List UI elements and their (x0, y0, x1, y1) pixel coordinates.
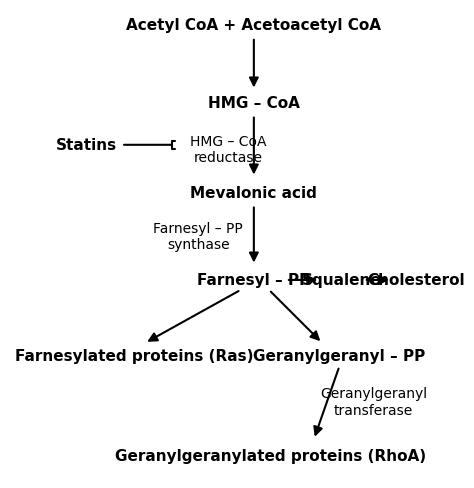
Text: Geranylgeranyl
transferase: Geranylgeranyl transferase (320, 386, 427, 417)
Text: Farnesyl – PP: Farnesyl – PP (197, 273, 310, 288)
Text: Statins: Statins (56, 138, 118, 153)
Text: Acetyl CoA + Acetoacetyl CoA: Acetyl CoA + Acetoacetyl CoA (127, 18, 382, 33)
Text: Geranylgeranyl – PP: Geranylgeranyl – PP (253, 348, 426, 363)
Text: HMG – CoA
reductase: HMG – CoA reductase (190, 134, 266, 164)
Text: Squalene: Squalene (302, 273, 382, 288)
Text: Cholesterol: Cholesterol (368, 273, 465, 288)
Text: Mevalonic acid: Mevalonic acid (191, 185, 317, 201)
Text: HMG – CoA: HMG – CoA (208, 96, 300, 111)
Text: Farnesylated proteins (Ras): Farnesylated proteins (Ras) (15, 348, 253, 363)
Text: Geranylgeranylated proteins (RhoA): Geranylgeranylated proteins (RhoA) (115, 447, 427, 463)
Text: Farnesyl – PP
synthase: Farnesyl – PP synthase (153, 222, 243, 252)
